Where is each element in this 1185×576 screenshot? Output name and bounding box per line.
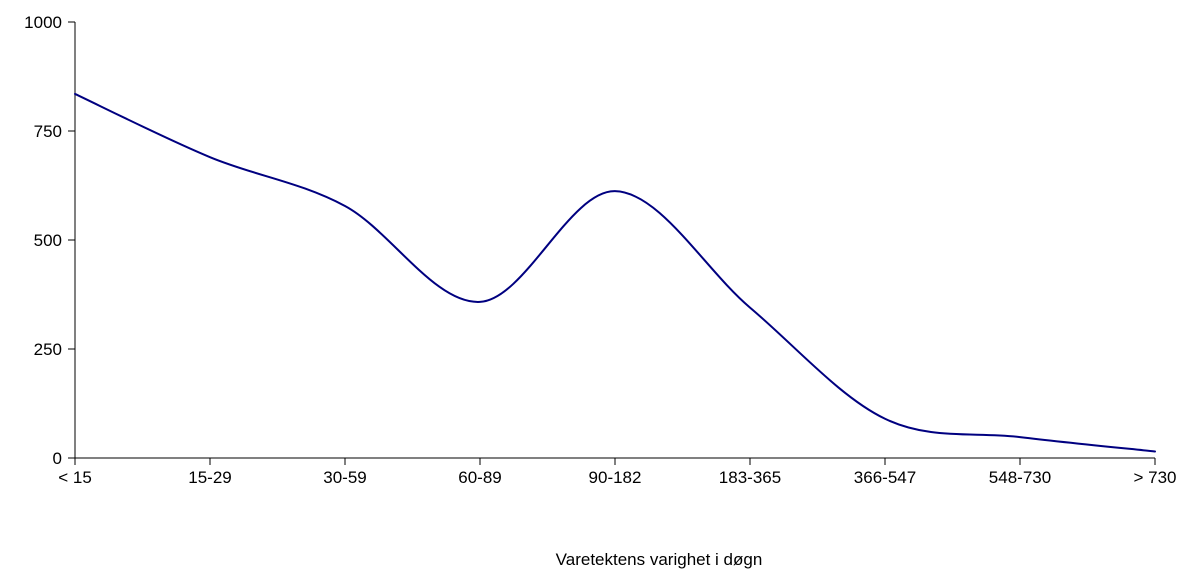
x-tick-label: 90-182 bbox=[589, 468, 642, 487]
data-point bbox=[748, 306, 752, 310]
data-point bbox=[1153, 449, 1157, 453]
x-tick-label: 15-29 bbox=[188, 468, 231, 487]
y-tick-label: 750 bbox=[34, 122, 62, 141]
x-axis-title: Varetektens varighet i døgn bbox=[556, 550, 763, 569]
data-point bbox=[208, 155, 212, 159]
y-tick-label: 250 bbox=[34, 340, 62, 359]
x-tick-label: 366-547 bbox=[854, 468, 916, 487]
data-point bbox=[73, 92, 77, 96]
y-tick-label: 1000 bbox=[24, 13, 62, 32]
x-tick-label: 60-89 bbox=[458, 468, 501, 487]
x-tick-label: < 15 bbox=[58, 468, 92, 487]
data-point bbox=[1018, 435, 1022, 439]
axes: 0 250 500 750 1000 < 15 15-29 30-59 60-89 90-182 1… bbox=[24, 13, 1176, 487]
x-tick-label: > 730 bbox=[1133, 468, 1176, 487]
series-line-0 bbox=[74, 92, 1156, 453]
x-tick-label: 30-59 bbox=[323, 468, 366, 487]
series-layer bbox=[73, 92, 1157, 453]
y-tick-label: 0 bbox=[53, 449, 62, 468]
data-point bbox=[343, 204, 347, 208]
x-tick-label: 183-365 bbox=[719, 468, 781, 487]
x-tick-label: 548-730 bbox=[989, 468, 1051, 487]
data-point bbox=[613, 189, 617, 193]
data-point bbox=[478, 300, 482, 304]
y-tick-label: 500 bbox=[34, 231, 62, 250]
data-point bbox=[883, 417, 887, 421]
